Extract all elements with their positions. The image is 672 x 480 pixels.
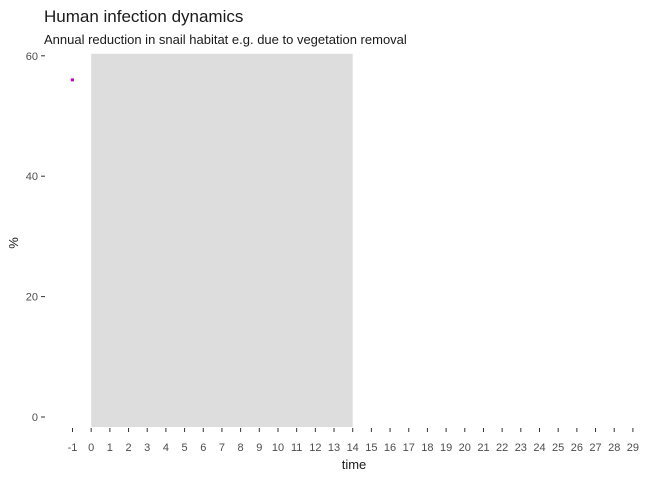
shaded-region xyxy=(91,53,353,428)
x-tick-label: 20 xyxy=(459,442,471,454)
x-tick-label: 4 xyxy=(163,442,169,454)
x-tick-label: 27 xyxy=(589,442,601,454)
x-tick-label: 10 xyxy=(272,442,284,454)
data-point xyxy=(71,78,74,82)
x-tick-label: 3 xyxy=(144,442,150,454)
x-tick-label: 28 xyxy=(608,442,620,454)
x-tick-label: 11 xyxy=(291,442,302,454)
x-tick-label: 14 xyxy=(347,442,359,454)
x-tick-label: 1 xyxy=(107,442,113,454)
x-tick-label: 15 xyxy=(365,442,377,454)
x-tick-label: 25 xyxy=(552,442,564,454)
x-tick-label: 19 xyxy=(440,442,452,454)
y-tick-label: 0 xyxy=(32,412,38,424)
x-tick-label: 16 xyxy=(384,442,396,454)
x-tick-label: 7 xyxy=(219,442,225,454)
x-tick-label: 18 xyxy=(421,442,433,454)
x-tick-label: 21 xyxy=(477,442,489,454)
x-tick-label: 5 xyxy=(182,442,188,454)
y-tick-label: 60 xyxy=(26,51,38,63)
x-tick-label: 13 xyxy=(328,442,340,454)
x-tick-label: 29 xyxy=(627,442,639,454)
x-tick-label: 2 xyxy=(125,442,131,454)
x-tick-label: 23 xyxy=(515,442,527,454)
x-tick-label: 8 xyxy=(238,442,244,454)
x-tick-label: 0 xyxy=(88,442,94,454)
chart-title: Human infection dynamics xyxy=(44,7,243,26)
y-tick-label: 20 xyxy=(26,292,38,304)
x-axis-label: time xyxy=(342,457,367,472)
x-tick-label: 17 xyxy=(403,442,415,454)
x-tick-label: 24 xyxy=(533,442,545,454)
x-tick-label: 26 xyxy=(571,442,583,454)
x-tick-label: 22 xyxy=(496,442,508,454)
x-tick-label: 12 xyxy=(309,442,321,454)
x-axis: -1 0 1 2 3 4 5 6 7 8 9 10 11 12 13 14 15 16 17 18 19 20 21 22 23… xyxy=(68,428,639,454)
chart-subtitle: Annual reduction in snail habitat e.g. d… xyxy=(44,32,407,47)
x-tick-label: 9 xyxy=(256,442,262,454)
data-points xyxy=(71,78,74,82)
y-axis: 0 20 40 60 xyxy=(26,51,45,424)
y-axis-label: % xyxy=(6,237,21,249)
x-tick-label: 6 xyxy=(200,442,206,454)
y-tick-label: 40 xyxy=(26,171,38,183)
x-tick-label: -1 xyxy=(68,442,78,454)
